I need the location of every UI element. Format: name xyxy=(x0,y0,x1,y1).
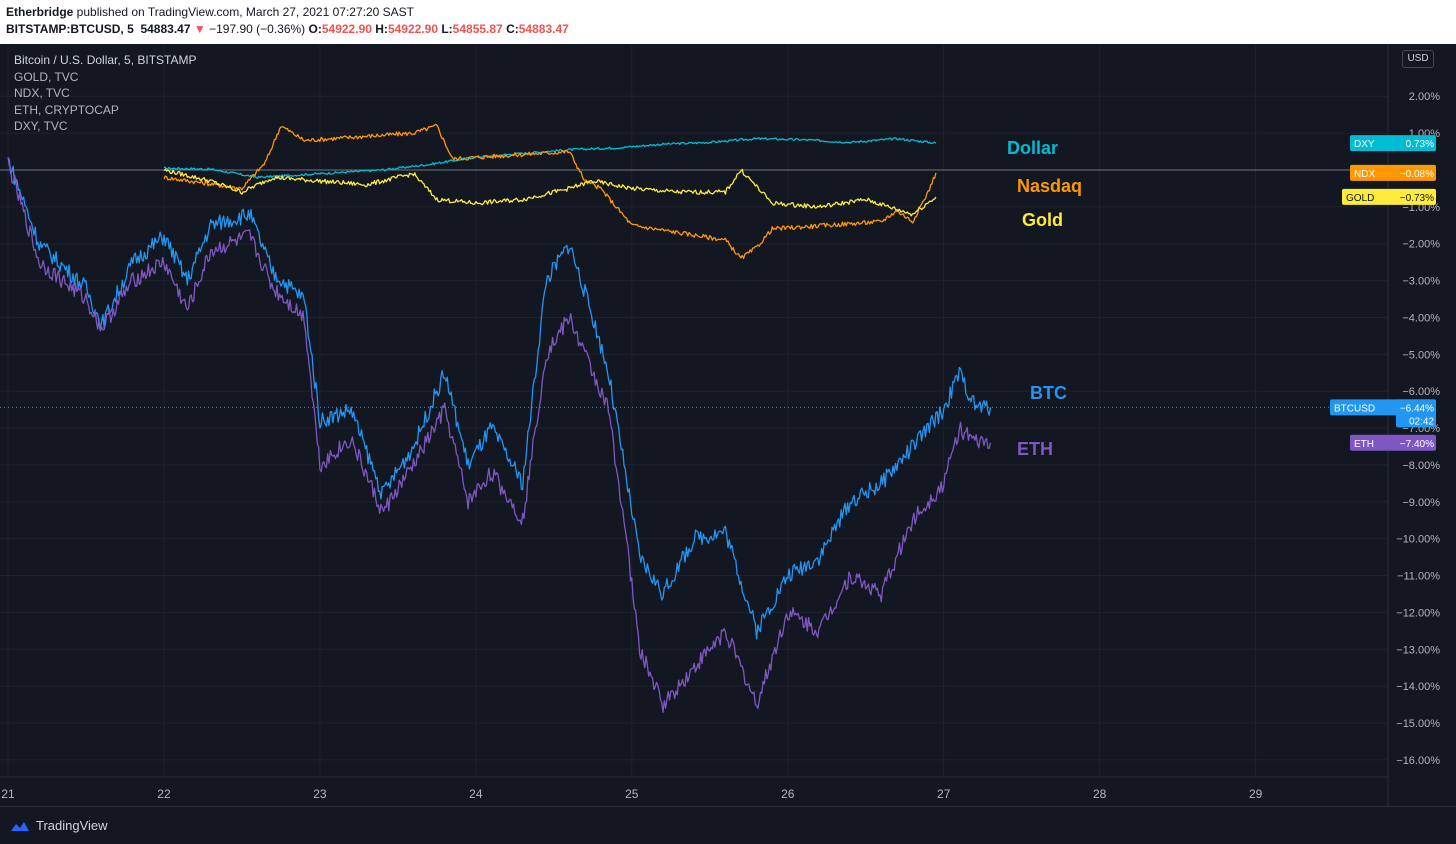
series-lines xyxy=(7,123,992,713)
high-value: 54922.90 xyxy=(387,22,438,36)
legend-item-ndx[interactable]: NDX, TVC xyxy=(14,86,70,101)
badge-value-btc: −6.44% xyxy=(1400,403,1434,414)
close-value: 54883.47 xyxy=(518,22,569,36)
series-line-gold xyxy=(163,168,937,217)
y-tick-label: −2.00% xyxy=(1402,239,1440,251)
badge-symbol-eth: ETH xyxy=(1354,439,1374,450)
grid xyxy=(0,44,1456,806)
y-tick-label: −3.00% xyxy=(1402,276,1440,288)
y-tick-label: −16.00% xyxy=(1396,755,1440,767)
badge-symbol-btc: BTCUSD xyxy=(1334,403,1375,414)
open-value: 54922.90 xyxy=(321,22,372,36)
last-price: 54883.47 xyxy=(140,22,191,36)
x-tick-label: 29 xyxy=(1249,787,1263,801)
badge-gold xyxy=(1342,188,1436,205)
series-line-eth xyxy=(7,157,992,713)
badge-value-eth: −7.40% xyxy=(1400,439,1434,450)
chart-background xyxy=(0,44,1456,806)
publish-info: Etherbridge published on TradingView.com… xyxy=(6,5,414,19)
publisher-name[interactable]: Etherbridge xyxy=(6,5,74,19)
time-axis[interactable]: 21 22 23 24 25 26 27 28 29 xyxy=(0,776,1388,801)
high-label: H: xyxy=(375,22,388,36)
legend-item-eth[interactable]: ETH, CRYPTOCAP xyxy=(14,102,119,117)
chart-legend: Bitcoin / U.S. Dollar, 5, BITSTAMP GOLD,… xyxy=(14,52,197,135)
tradingview-logo[interactable]: TradingView xyxy=(8,818,108,833)
series-labels: Dollar Nasdaq Gold BTC ETH xyxy=(1007,138,1082,459)
close-label: C: xyxy=(506,22,519,36)
open-label: O: xyxy=(308,22,322,36)
y-tick-label: 2.00% xyxy=(1409,91,1440,103)
y-tick-label: −5.00% xyxy=(1402,349,1440,361)
legend-item-dxy[interactable]: DXY, TVC xyxy=(14,119,68,134)
series-label-dxy: Dollar xyxy=(1007,138,1058,158)
symbol-label: BITSTAMP:BTCUSD, 5 xyxy=(6,22,134,36)
badge-value-dxy: 0.73% xyxy=(1406,139,1434,150)
y-tick-label: −9.00% xyxy=(1402,497,1440,509)
x-tick-label: 21 xyxy=(1,787,15,801)
legend-main-series[interactable]: Bitcoin / U.S. Dollar, 5, BITSTAMP xyxy=(14,53,197,67)
badge-ndx xyxy=(1350,164,1436,181)
y-tick-label: −15.00% xyxy=(1396,718,1440,730)
bar-countdown: 02:42 xyxy=(1409,416,1434,427)
y-tick-label: −10.00% xyxy=(1396,534,1440,546)
badge-dxy xyxy=(1350,135,1436,152)
series-line-ndx xyxy=(163,123,937,260)
price-badges: DXY 0.73% NDX −0.08% GOLD −0.73% BTCUSD −6.44% 0… xyxy=(0,135,1436,451)
y-tick-label: −6.00% xyxy=(1402,386,1440,398)
x-tick-label: 28 xyxy=(1093,787,1107,801)
series-label-ndx: Nasdaq xyxy=(1017,176,1082,196)
y-tick-label: −12.00% xyxy=(1396,607,1440,619)
x-tick-label: 25 xyxy=(625,787,639,801)
x-tick-label: 23 xyxy=(313,787,327,801)
low-value: 54855.87 xyxy=(452,22,503,36)
badge-value-ndx: −0.08% xyxy=(1400,169,1434,180)
footer-bar: TradingView xyxy=(0,806,1456,844)
price-chart[interactable]: 2.00%1.00%−1.00%−2.00%−3.00%−4.00%−5.00%… xyxy=(0,44,1456,806)
publish-header: Etherbridge published on TradingView.com… xyxy=(0,0,1456,44)
symbol-ohlc-row: BITSTAMP:BTCUSD, 5 54883.47 ▼ −197.90 (−… xyxy=(6,22,569,36)
price-change: −197.90 (−0.36%) xyxy=(209,22,306,36)
legend-item-gold[interactable]: GOLD, TVC xyxy=(14,69,79,84)
series-label-btc: BTC xyxy=(1030,383,1067,403)
series-label-eth: ETH xyxy=(1017,439,1053,459)
down-triangle-icon: ▼ xyxy=(193,22,206,36)
badge-symbol-ndx: NDX xyxy=(1354,169,1375,180)
x-tick-label: 24 xyxy=(469,787,483,801)
y-tick-label: −4.00% xyxy=(1402,312,1440,324)
badge-value-gold: −0.73% xyxy=(1400,193,1434,204)
x-tick-label: 26 xyxy=(781,787,795,801)
series-line-btc xyxy=(7,157,992,640)
x-tick-label: 22 xyxy=(157,787,171,801)
y-tick-label: −8.00% xyxy=(1402,460,1440,472)
published-text: published on TradingView.com, March 27, … xyxy=(73,5,415,19)
currency-button[interactable]: USD xyxy=(1402,50,1434,68)
y-tick-label: −11.00% xyxy=(1397,571,1440,583)
badge-symbol-dxy: DXY xyxy=(1354,139,1375,150)
y-tick-label: −14.00% xyxy=(1396,681,1440,693)
chart-pane[interactable]: 2.00% 1.00% −1.00% −2.00% −3.00% −4.00% −5.00%… xyxy=(0,44,1456,806)
x-tick-label: 27 xyxy=(937,787,951,801)
cloud-logo-icon xyxy=(11,821,29,831)
badge-symbol-gold: GOLD xyxy=(1346,193,1374,204)
low-label: L: xyxy=(441,22,453,36)
y-tick-label: −13.00% xyxy=(1396,644,1440,656)
price-axis[interactable]: 2.00%1.00%−1.00%−2.00%−3.00%−4.00%−5.00%… xyxy=(1387,44,1440,806)
series-label-gold: Gold xyxy=(1022,210,1063,230)
brand-name: TradingView xyxy=(36,818,108,833)
series-line-dxy xyxy=(163,137,937,180)
badge-eth xyxy=(1350,434,1436,451)
badge-btc xyxy=(1330,399,1436,416)
